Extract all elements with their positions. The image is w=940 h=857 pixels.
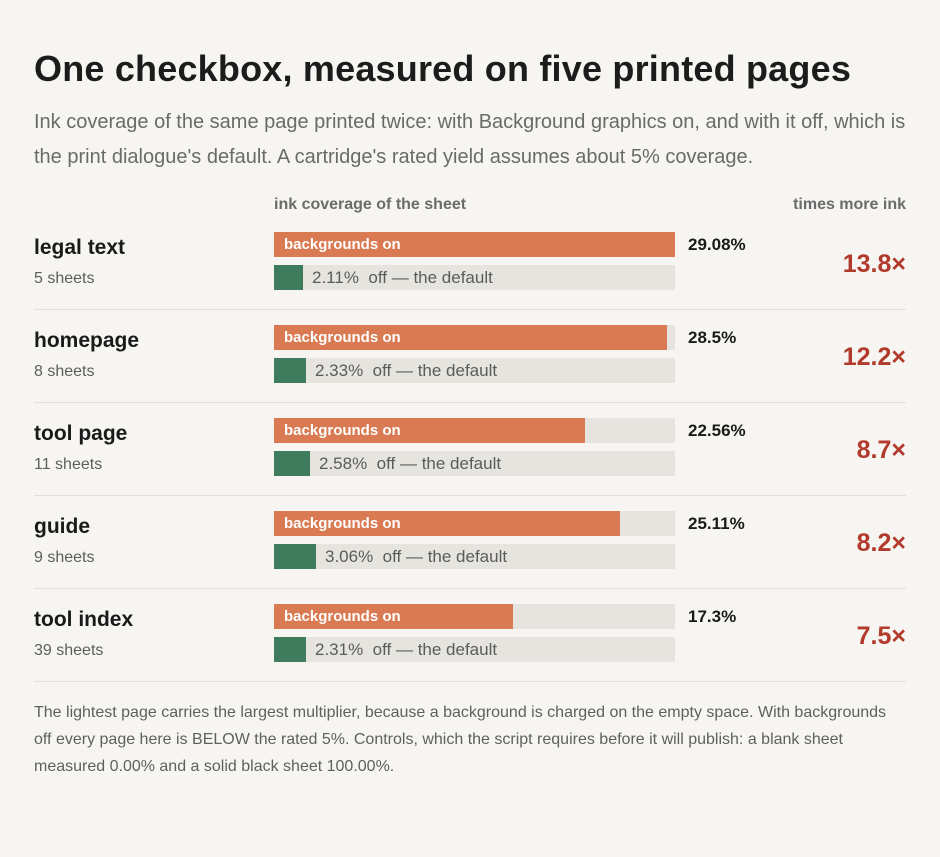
bar-track-on: backgrounds on: [274, 418, 675, 443]
category-label: tool page: [34, 422, 128, 445]
footnote: The lightest page carries the largest mu…: [34, 704, 887, 775]
bar-track-off: 2.33% off — the default: [274, 358, 675, 383]
bar-label-on: backgrounds on: [284, 515, 401, 532]
bar-backgrounds-on: [274, 604, 513, 629]
chart-row: tool index 39 sheets backgrounds on 17.3% 2.…: [34, 604, 906, 697]
bar-backgrounds-off: [274, 637, 306, 662]
value-off-spacer: [359, 268, 368, 287]
bar-track-off: 2.11% off — the default: [274, 265, 675, 290]
sheet-count: 5 sheets: [34, 270, 95, 287]
column-header-coverage: ink coverage of the sheet: [274, 196, 467, 213]
value-off-spacer: [373, 547, 382, 566]
chart-row: guide 9 sheets backgrounds on 25.11% 3.06% o…: [34, 511, 906, 604]
off-default-label: off — the default: [376, 454, 502, 473]
bar-backgrounds-on: [274, 232, 675, 257]
bar-track-on: backgrounds on: [274, 232, 675, 257]
bar-label-on: backgrounds on: [284, 236, 401, 253]
chart-row: tool page 11 sheets backgrounds on 22.56% 2.…: [34, 418, 906, 511]
value-label-on: 29.08%: [688, 235, 746, 254]
value-off-spacer: [363, 361, 372, 380]
category-label: homepage: [34, 329, 140, 352]
bar-track-on: backgrounds on: [274, 604, 675, 629]
off-default-label: off — the default: [368, 268, 493, 287]
column-header-multiplier: times more ink: [793, 196, 906, 213]
value-label-off: 2.11% off — the default: [312, 268, 493, 288]
sheet-count: 9 sheets: [34, 549, 95, 566]
off-default-label: off — the default: [382, 547, 508, 566]
multiplier-value: 12.2×: [842, 343, 906, 371]
multiplier-value: 7.5×: [856, 622, 906, 650]
category-label: tool index: [34, 608, 134, 631]
multiplier-value: 8.2×: [856, 529, 906, 557]
value-label-off: 2.31% off — the default: [315, 640, 497, 660]
value-off-percent: 2.11%: [312, 268, 359, 287]
bar-track-on: backgrounds on: [274, 511, 675, 536]
page-subtitle: Ink coverage of the same page printed tw…: [34, 111, 906, 168]
value-label-off: 3.06% off — the default: [325, 547, 507, 567]
row-divider: [34, 588, 906, 589]
value-label-on: 25.11%: [688, 514, 745, 533]
value-label-on: 17.3%: [688, 607, 737, 626]
row-divider: [34, 495, 906, 496]
off-default-label: off — the default: [372, 640, 498, 659]
bar-backgrounds-off: [274, 358, 306, 383]
category-label: guide: [34, 515, 90, 538]
value-label-on: 22.56%: [688, 421, 746, 440]
category-label: legal text: [34, 236, 126, 259]
bar-backgrounds-off: [274, 265, 303, 290]
bar-track-off: 2.31% off — the default: [274, 637, 675, 662]
sheet-count: 8 sheets: [34, 363, 95, 380]
value-label-off: 2.33% off — the default: [315, 361, 497, 381]
value-off-percent: 2.33%: [315, 361, 364, 380]
sheet-count: 39 sheets: [34, 642, 104, 659]
bar-track-off: 2.58% off — the default: [274, 451, 675, 476]
bar-label-on: backgrounds on: [284, 422, 401, 439]
bar-backgrounds-off: [274, 451, 310, 476]
off-default-label: off — the default: [372, 361, 498, 380]
bar-backgrounds-on: [274, 418, 585, 443]
bottom-divider: [34, 681, 906, 682]
page-title: One checkbox, measured on five printed p…: [34, 48, 852, 89]
row-divider: [34, 402, 906, 403]
sheet-count: 11 sheets: [34, 456, 103, 473]
bar-backgrounds-on: [274, 325, 667, 350]
multiplier-value: 8.7×: [856, 436, 906, 464]
bar-backgrounds-off: [274, 544, 316, 569]
value-off-percent: 3.06%: [325, 547, 374, 566]
value-off-spacer: [367, 454, 376, 473]
bar-track-on: backgrounds on: [274, 325, 675, 350]
multiplier-value: 13.8×: [842, 250, 906, 278]
bar-backgrounds-on: [274, 511, 620, 536]
bar-label-on: backgrounds on: [284, 329, 401, 346]
value-label-on: 28.5%: [688, 328, 737, 347]
bar-track-off: 3.06% off — the default: [274, 544, 675, 569]
value-off-percent: 2.31%: [315, 640, 364, 659]
value-off-spacer: [363, 640, 372, 659]
row-divider: [34, 309, 906, 310]
value-off-percent: 2.58%: [319, 454, 368, 473]
value-label-off: 2.58% off — the default: [319, 454, 501, 474]
bar-label-on: backgrounds on: [284, 608, 401, 625]
chart-row: homepage 8 sheets backgrounds on 28.5% 2.33%…: [34, 325, 906, 418]
chart-row: legal text 5 sheets backgrounds on 29.08% 2.…: [34, 232, 906, 325]
